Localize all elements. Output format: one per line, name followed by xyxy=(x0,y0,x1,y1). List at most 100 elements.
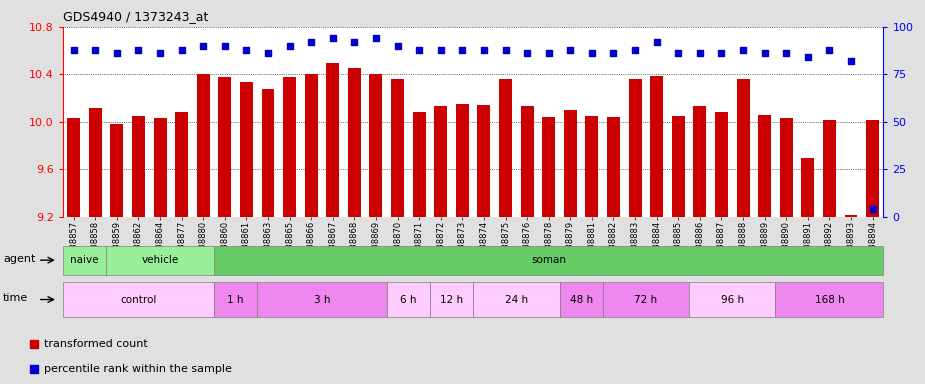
Point xyxy=(455,46,470,53)
Bar xyxy=(110,124,123,217)
Bar xyxy=(348,68,361,217)
Bar xyxy=(542,117,555,217)
Point xyxy=(326,35,340,41)
Bar xyxy=(689,282,775,317)
Bar xyxy=(63,282,214,317)
Point xyxy=(196,43,211,49)
Bar xyxy=(801,157,814,217)
Bar xyxy=(218,77,231,217)
Text: 48 h: 48 h xyxy=(570,295,593,305)
Text: 168 h: 168 h xyxy=(815,295,845,305)
Point xyxy=(109,50,124,56)
Bar xyxy=(866,119,879,217)
Text: percentile rank within the sample: percentile rank within the sample xyxy=(44,364,232,374)
Point xyxy=(800,54,815,60)
Bar xyxy=(430,282,473,317)
Point xyxy=(735,46,750,53)
Bar xyxy=(456,104,469,217)
Text: naive: naive xyxy=(70,255,99,265)
Bar xyxy=(63,246,106,275)
Bar xyxy=(132,116,145,217)
Point xyxy=(368,35,383,41)
Point xyxy=(520,50,535,56)
Point xyxy=(779,50,794,56)
Bar xyxy=(500,79,512,217)
Bar xyxy=(262,89,275,217)
Text: GDS4940 / 1373243_at: GDS4940 / 1373243_at xyxy=(63,10,208,23)
Point xyxy=(217,43,232,49)
Bar xyxy=(672,116,684,217)
Bar xyxy=(629,79,642,217)
Text: time: time xyxy=(3,293,29,303)
Bar xyxy=(434,106,447,217)
Bar xyxy=(68,118,80,217)
Bar xyxy=(586,116,598,217)
Point xyxy=(88,46,103,53)
Point xyxy=(714,50,729,56)
Point xyxy=(303,39,318,45)
Bar xyxy=(564,110,577,217)
Point xyxy=(671,50,685,56)
Bar xyxy=(780,118,793,217)
Bar xyxy=(369,74,382,217)
Text: soman: soman xyxy=(531,255,566,265)
Point xyxy=(563,46,578,53)
Bar xyxy=(214,246,883,275)
Bar xyxy=(197,74,210,217)
Point xyxy=(606,50,621,56)
Point xyxy=(628,46,643,53)
Text: control: control xyxy=(120,295,156,305)
Text: agent: agent xyxy=(3,254,35,264)
Point xyxy=(822,46,837,53)
Text: vehicle: vehicle xyxy=(142,255,179,265)
Bar xyxy=(845,215,857,217)
Text: 72 h: 72 h xyxy=(635,295,658,305)
Bar xyxy=(715,113,728,217)
Bar xyxy=(477,105,490,217)
Point xyxy=(541,50,556,56)
Bar xyxy=(257,282,387,317)
Point xyxy=(347,39,362,45)
Point xyxy=(499,46,513,53)
Bar xyxy=(391,79,404,217)
Bar xyxy=(560,282,603,317)
Text: 24 h: 24 h xyxy=(505,295,528,305)
Bar xyxy=(650,76,663,217)
Bar xyxy=(607,117,620,217)
Text: 6 h: 6 h xyxy=(401,295,416,305)
Bar xyxy=(240,81,253,217)
Bar xyxy=(413,113,426,217)
Bar xyxy=(694,106,707,217)
Point xyxy=(239,46,253,53)
Bar xyxy=(823,119,836,217)
Point xyxy=(174,46,189,53)
Point xyxy=(412,46,426,53)
Point xyxy=(433,46,448,53)
Bar xyxy=(106,246,214,275)
Point xyxy=(131,46,146,53)
Bar xyxy=(474,282,560,317)
Bar xyxy=(89,108,102,217)
Bar xyxy=(214,282,257,317)
Point xyxy=(67,46,81,53)
Text: transformed count: transformed count xyxy=(44,339,148,349)
Point xyxy=(390,43,405,49)
Bar xyxy=(603,282,689,317)
Point xyxy=(585,50,599,56)
Bar xyxy=(154,118,166,217)
Bar xyxy=(175,113,188,217)
Bar xyxy=(758,115,771,217)
Bar xyxy=(521,106,534,217)
Point xyxy=(282,43,297,49)
Text: 12 h: 12 h xyxy=(440,295,463,305)
Point xyxy=(261,50,276,56)
Point xyxy=(476,46,491,53)
Bar xyxy=(387,282,430,317)
Point xyxy=(649,39,664,45)
Bar xyxy=(775,282,883,317)
Text: 96 h: 96 h xyxy=(721,295,744,305)
Point xyxy=(693,50,708,56)
Point xyxy=(358,252,373,258)
Bar xyxy=(327,63,339,217)
Point xyxy=(758,50,772,56)
